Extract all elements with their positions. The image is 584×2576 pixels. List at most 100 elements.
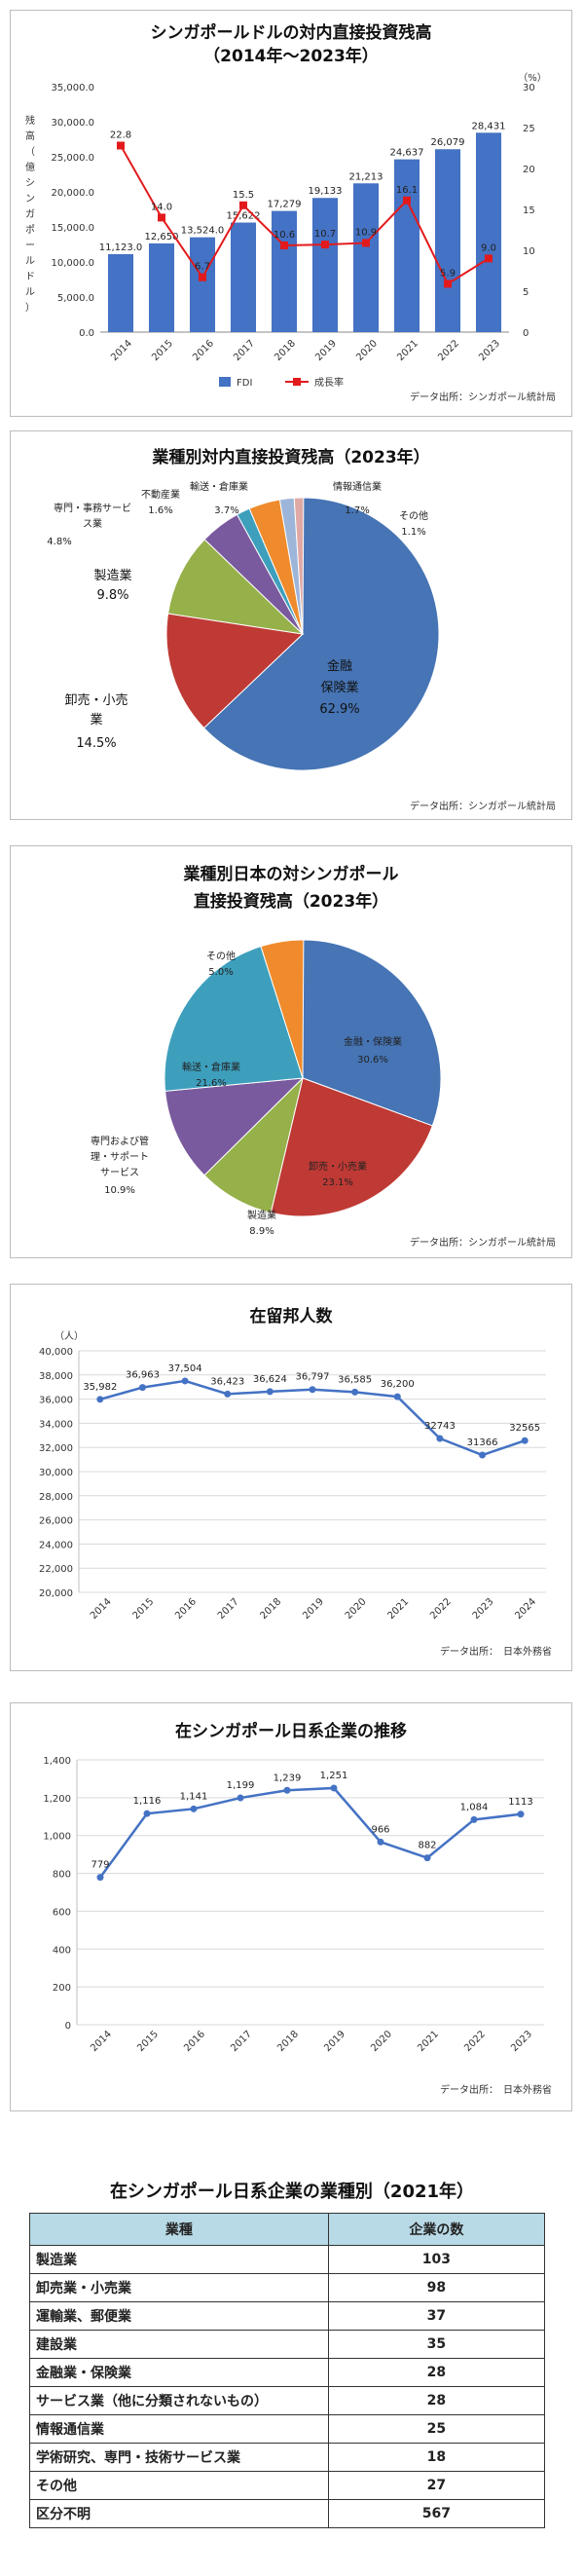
data-label: 1113 (508, 1797, 532, 1808)
y-axis-label-char: ） (25, 302, 35, 314)
y-axis-label-char: ー (25, 241, 35, 251)
y-tick-label: 22,000 (39, 1564, 73, 1575)
bar-fdi (434, 149, 461, 332)
data-label: 1,199 (227, 1780, 255, 1791)
x-tick-label: 2019 (313, 338, 339, 363)
bar-data-label: 24,637 (390, 148, 424, 159)
data-label: 36,797 (296, 1372, 330, 1383)
company-count-cell: 28 (327, 2386, 546, 2415)
pie-slice (302, 939, 442, 1127)
data-point (143, 1810, 151, 1817)
y-tick-label: 1,000 (43, 1832, 71, 1843)
data-point (330, 1784, 338, 1792)
x-tick-label: 2020 (344, 1596, 369, 1622)
company-count-cell: 25 (327, 2414, 546, 2444)
bar-fdi (352, 183, 380, 332)
pie-slice (165, 613, 305, 729)
y-tick-label: 28,000 (39, 1492, 73, 1503)
company-count-cell: 103 (327, 2245, 546, 2274)
legend-label-growth: 成長率 (314, 376, 344, 389)
industry-name-cell: 学術研究、専門・技術サービス業 (29, 2443, 329, 2472)
bar-data-label: 12,650 (145, 232, 179, 243)
y-tick-label: 20,000.0 (51, 188, 94, 199)
slice-pct: 5.0% (208, 967, 233, 978)
chart-title: 業種別日本の対シンガポール (184, 864, 399, 884)
y-axis-label-char: ド (25, 272, 35, 282)
growth-point (403, 196, 411, 205)
growth-point (485, 254, 493, 263)
industry-name-cell: その他 (29, 2471, 329, 2500)
slice-label: 輸送・倉庫業 (182, 1061, 240, 1073)
data-label: 36,423 (210, 1376, 244, 1387)
y-tick-label: 32,000 (39, 1443, 73, 1454)
slice-label: 卸売・小売業 (309, 1160, 367, 1173)
bar-data-label: 28,431 (472, 121, 506, 131)
y2-tick-label: 5 (523, 287, 529, 298)
x-tick-label: 2021 (395, 338, 420, 363)
industry-name-cell: 卸売業・小売業 (29, 2273, 329, 2302)
bar-fdi (271, 210, 298, 332)
source-note: データ出所：シンガポール統計局 (410, 1236, 556, 1249)
industry-name-cell: 情報通信業 (29, 2414, 329, 2444)
data-label: 1,239 (274, 1773, 302, 1783)
y-axis-label-char: ポ (25, 224, 35, 236)
company-count-cell: 28 (327, 2358, 546, 2387)
y2-axis-label: （%） (518, 72, 547, 84)
y-tick-label: 15,000.0 (51, 223, 94, 234)
y-tick-label: 0 (65, 2021, 71, 2032)
residents-chart: 20,000 22,000 24,000 26,000 28,000 30,000 32,0… (39, 1306, 552, 1658)
chart-title: シンガポールドルの対内直接投資残高 (151, 22, 432, 43)
data-point (423, 1854, 431, 1862)
x-tick-label: 2022 (462, 2029, 488, 2054)
industry-name-cell: 建設業 (29, 2330, 329, 2359)
y2-tick-label: 10 (523, 246, 535, 257)
table-header-industry: 業種 (29, 2213, 329, 2246)
series-line (98, 1786, 522, 1879)
y-tick-label: 200 (53, 1983, 71, 1994)
table-row: 建設業 35 (29, 2330, 546, 2359)
data-point (393, 1393, 401, 1400)
y-axis-label: （人） (55, 1330, 84, 1342)
data-label: 36,624 (253, 1374, 287, 1385)
bar-fdi (189, 237, 216, 332)
growth-data-label: 15.5 (233, 190, 254, 201)
data-point (190, 1805, 198, 1812)
data-label: 32743 (424, 1421, 456, 1432)
x-tick-label: 2022 (428, 1596, 454, 1622)
data-point (436, 1435, 444, 1442)
bar-fdi (475, 132, 502, 332)
y-axis-label-char: 残 (25, 114, 35, 127)
series-line-growth (120, 144, 490, 285)
slice-label: サービス (100, 1167, 139, 1178)
y-axis-label-char: ル (25, 256, 35, 267)
x-tick-label: 2016 (182, 2029, 207, 2054)
x-tick-label: 2014 (89, 2029, 114, 2054)
chart-title: 業種別対内直接投資残高（2023年） (152, 447, 429, 467)
growth-point (239, 201, 247, 209)
table-header-count: 企業の数 (327, 2213, 546, 2246)
pie-slice (293, 497, 305, 635)
x-tick-label: 2017 (232, 338, 257, 363)
growth-data-label: 10.9 (355, 227, 377, 238)
x-tick-label: 2015 (150, 338, 175, 363)
legend-label-fdi: FDI (237, 378, 252, 389)
pie-slice (202, 497, 440, 771)
growth-point (158, 213, 165, 222)
slice-pct: 9.8% (96, 588, 128, 603)
x-tick-label: 2015 (131, 1596, 157, 1622)
slice-label: 専門および管 (91, 1135, 149, 1147)
slice-label: 卸売・小売 (64, 692, 128, 708)
table-row: サービス業（他に分類されないもの） 28 (29, 2386, 546, 2415)
chart-subtitle: （2014年～2023年） (203, 46, 379, 66)
slice-label: 専門・事務サービ (54, 502, 131, 514)
growth-point (280, 241, 288, 249)
y-axis-label-char: ガ (25, 208, 35, 220)
growth-point (362, 239, 370, 247)
slice-label: 業 (90, 712, 102, 728)
slice-pct: 23.1% (322, 1177, 353, 1188)
slice-label: 輸送・倉庫業 (190, 480, 248, 493)
y-axis-label-char: ル (25, 287, 35, 298)
growth-point (321, 241, 329, 249)
industry-pie-panel: 業種別対内直接投資残高（2023年） 金融 保険業 62.9% 卸売・小売業 14.5% 製… (10, 430, 572, 820)
